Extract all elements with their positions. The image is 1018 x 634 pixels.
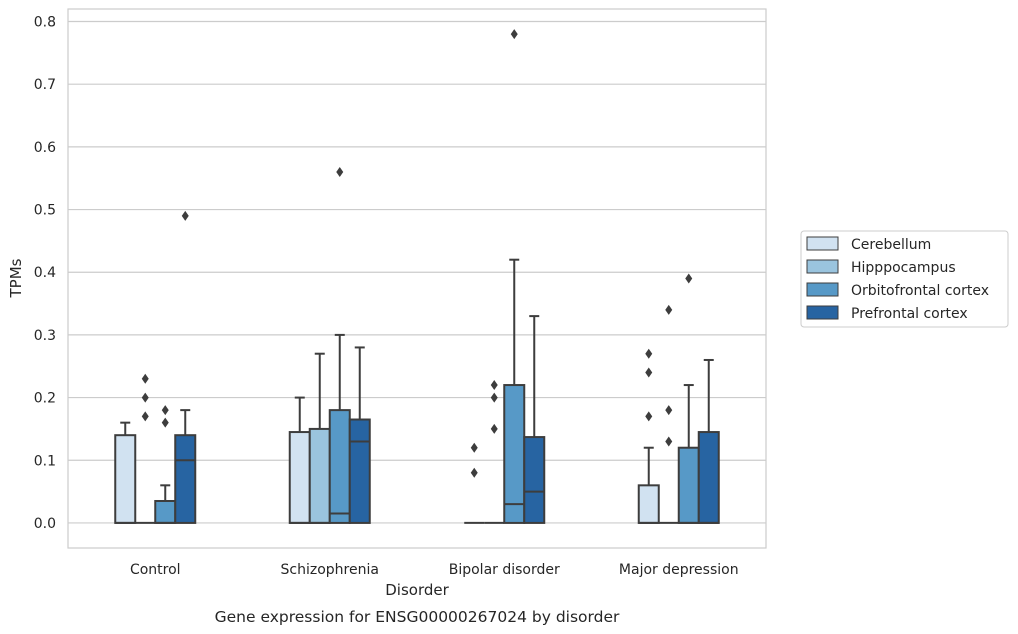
outlier-point: [336, 166, 344, 177]
outlier-point: [685, 273, 693, 284]
y-axis-label: TPMs: [7, 258, 25, 298]
outlier-point: [645, 411, 653, 422]
box: [677, 446, 700, 524]
y-tick-label: 0.0: [34, 516, 56, 532]
legend-label: Prefrontal cortex: [851, 306, 968, 322]
legend-swatch: [806, 282, 839, 297]
legend-label: Cerebellum: [851, 237, 931, 253]
box: [154, 499, 177, 524]
legend-swatch: [806, 236, 839, 251]
x-axis-label: Disorder: [385, 581, 449, 599]
box-group: [464, 29, 546, 524]
legend-swatch: [806, 259, 839, 274]
box: [523, 436, 546, 524]
outlier-point: [665, 436, 673, 447]
x-axis-ticks: Control Schizophrenia Bipolar disorder Majo…: [130, 562, 739, 578]
chart-caption: Gene expression for ENSG00000267024 by d…: [215, 608, 620, 626]
y-tick-label: 0.4: [34, 265, 56, 281]
outlier-point: [470, 442, 478, 453]
outlier-point: [490, 380, 498, 391]
x-tick-label: Major depression: [619, 562, 739, 578]
outlier-point: [141, 373, 149, 384]
box-group: [288, 166, 371, 524]
box: [697, 431, 720, 524]
outlier-point: [645, 348, 653, 359]
outlier-point: [665, 304, 673, 315]
y-tick-label: 0.8: [34, 15, 56, 31]
y-tick-label: 0.6: [34, 140, 56, 156]
outlier-point: [141, 392, 149, 403]
y-tick-label: 0.1: [34, 453, 56, 469]
outlier-point: [141, 411, 149, 422]
y-tick-label: 0.5: [34, 203, 56, 219]
box-groups: [114, 29, 720, 524]
legend-label: Hipppocampus: [851, 260, 956, 276]
box: [114, 434, 137, 524]
x-tick-label: Schizophrenia: [281, 562, 379, 578]
box: [174, 434, 197, 524]
outlier-point: [665, 405, 673, 416]
legend: Cerebellum Hipppocampus Orbitofrontal cort…: [800, 230, 1009, 328]
gridlines: [68, 20, 766, 524]
box-group: [637, 273, 720, 524]
box-group: [114, 210, 197, 524]
box: [637, 484, 660, 524]
plot-frame: [67, 8, 767, 549]
outlier-point: [181, 210, 189, 221]
box: [308, 427, 331, 524]
box: [348, 418, 371, 524]
y-axis-ticks: 0.0 0.1 0.2 0.3 0.4 0.5 0.6 0.7 0.8: [34, 15, 56, 532]
outlier-point: [470, 467, 478, 478]
y-tick-label: 0.7: [34, 77, 56, 93]
box: [288, 431, 311, 524]
box: [328, 409, 351, 524]
outlier-point: [161, 417, 169, 428]
y-tick-label: 0.3: [34, 328, 56, 344]
outlier-point: [510, 29, 518, 40]
legend-label: Orbitofrontal cortex: [851, 283, 989, 299]
outlier-point: [645, 367, 653, 378]
box: [503, 384, 526, 524]
outlier-point: [161, 405, 169, 416]
x-tick-label: Control: [130, 562, 181, 578]
legend-swatch: [806, 305, 839, 320]
legend-frame: [800, 230, 1009, 328]
x-tick-label: Bipolar disorder: [449, 562, 560, 578]
y-tick-label: 0.2: [34, 391, 56, 407]
outlier-point: [490, 392, 498, 403]
outlier-point: [490, 423, 498, 434]
